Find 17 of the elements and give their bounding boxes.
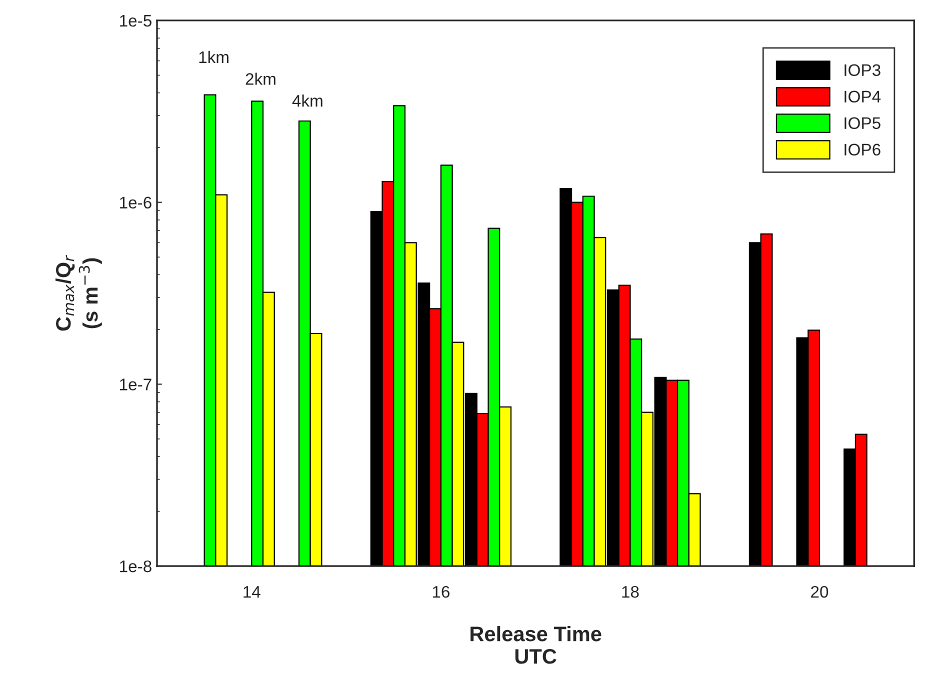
y-tick-label: 1e-8 — [120, 560, 152, 572]
text: C$_{max}$/Q$_{r}$ (s m$^{−3}$) — [55, 254, 102, 331]
y-tick-label: 1e-5 — [120, 15, 152, 27]
legend-label: IOP4 — [844, 90, 881, 103]
annotation: 4km — [292, 94, 322, 107]
x-tick-label: 16 — [432, 586, 450, 598]
legend-label: IOP5 — [844, 117, 880, 130]
annotation: 2km — [246, 72, 276, 85]
x-tick-label: 20 — [811, 586, 828, 598]
y-tick-label: 1e-6 — [120, 196, 152, 209]
annotation: 1km — [199, 50, 228, 63]
legend-label: IOP3 — [844, 64, 880, 76]
x-tick-label: 14 — [244, 586, 260, 598]
legend-label: IOP6 — [844, 144, 880, 156]
x-tick-label: 18 — [622, 586, 639, 598]
y-tick-label: 1e-7 — [120, 378, 152, 390]
x-axis-title: Release Time UTC — [470, 626, 602, 664]
